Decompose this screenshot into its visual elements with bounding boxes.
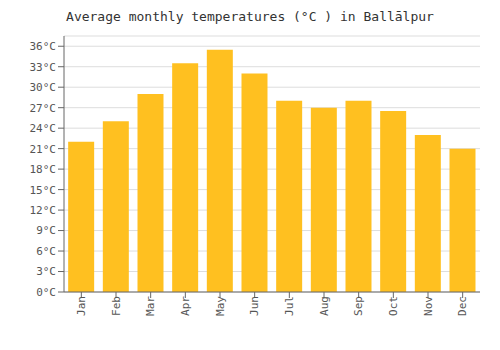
svg-text:27°C: 27°C — [30, 102, 57, 115]
svg-text:24°C: 24°C — [30, 122, 57, 135]
svg-text:18°C: 18°C — [30, 163, 57, 176]
svg-text:Feb: Feb — [110, 296, 123, 316]
svg-text:Jun: Jun — [248, 296, 261, 316]
svg-text:30°C: 30°C — [30, 81, 57, 94]
svg-text:36°C: 36°C — [30, 40, 57, 53]
svg-text:Sep: Sep — [352, 296, 365, 316]
svg-text:21°C: 21°C — [30, 143, 57, 156]
svg-text:9°C: 9°C — [36, 224, 56, 237]
svg-text:3°C: 3°C — [36, 265, 56, 278]
svg-text:Nov: Nov — [422, 296, 435, 316]
svg-text:May: May — [214, 296, 227, 316]
svg-text:6°C: 6°C — [36, 245, 56, 258]
svg-text:Aug: Aug — [318, 296, 331, 316]
svg-text:0°C: 0°C — [36, 286, 56, 299]
svg-text:Apr: Apr — [179, 296, 192, 316]
svg-text:12°C: 12°C — [30, 204, 57, 217]
svg-text:Jan: Jan — [75, 296, 88, 316]
html-text:Average monthly temperatures (: Average monthly temperatures (°C ) in Ba… — [66, 9, 434, 24]
svg-text:Jul: Jul — [283, 296, 296, 316]
svg-text:Mar: Mar — [144, 296, 157, 316]
svg-text:15°C: 15°C — [30, 184, 57, 197]
svg-text:33°C: 33°C — [30, 61, 57, 74]
svg-text:Oct: Oct — [387, 296, 400, 316]
svg-text:Dec: Dec — [456, 296, 469, 316]
